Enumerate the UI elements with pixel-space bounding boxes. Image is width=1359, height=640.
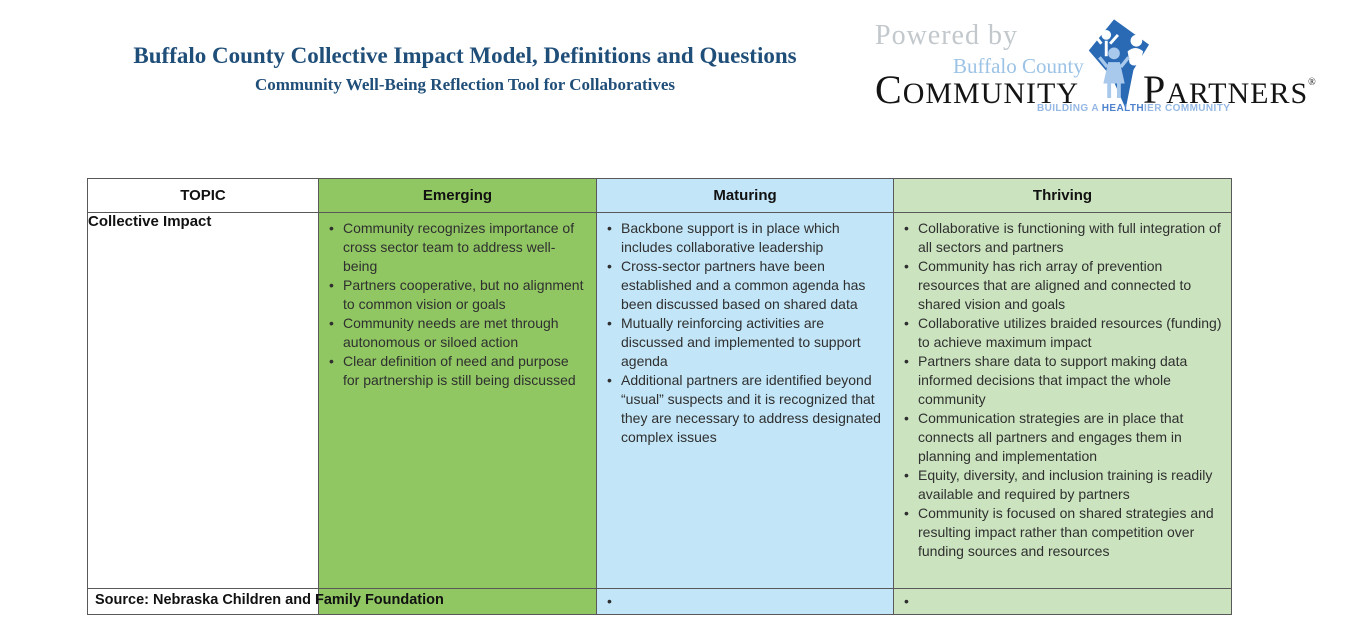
impact-matrix-table: TOPIC Emerging Maturing Thriving Collect… bbox=[87, 178, 1232, 615]
people-diamond-icon bbox=[1088, 19, 1149, 109]
bullet-item: Backbone support is in place which inclu… bbox=[605, 219, 885, 257]
source-label: Source: Nebraska Children and Family Fou… bbox=[95, 592, 444, 608]
bullet-item: Mutually reinforcing activities are disc… bbox=[605, 314, 885, 371]
bullet-item: Cross-sector partners have been establis… bbox=[605, 257, 885, 314]
thriving-footer-cell bbox=[893, 588, 1232, 615]
page-subtitle: Community Well-Being Reflection Tool for… bbox=[254, 74, 676, 94]
topic-label: Collective Impact bbox=[88, 213, 212, 230]
header-row: TOPIC Emerging Maturing Thriving bbox=[87, 178, 1232, 213]
logo-word-partners: PARTNERS® bbox=[1143, 70, 1316, 110]
emerging-bullet-list: Community recognizes importance of cross… bbox=[319, 213, 596, 394]
bullet-item: Equity, diversity, and inclusion trainin… bbox=[902, 466, 1223, 504]
column-header-thriving: Thriving bbox=[893, 178, 1232, 213]
bullet-item: Additional partners are identified beyon… bbox=[605, 371, 885, 447]
bullet-item: Collaborative utilizes braided resources… bbox=[902, 314, 1223, 352]
column-header-maturing: Maturing bbox=[596, 178, 894, 213]
page-title: Buffalo County Collective Impact Model, … bbox=[133, 43, 797, 68]
bullet-item: Collaborative is functioning with full i… bbox=[902, 219, 1223, 257]
logo-word-partners-text: PARTNERS bbox=[1143, 67, 1309, 112]
thriving-cell: Collaborative is functioning with full i… bbox=[893, 212, 1232, 589]
thriving-bullet-list: Collaborative is functioning with full i… bbox=[894, 213, 1231, 565]
source-cell: Source: Nebraska Children and Family Fou… bbox=[87, 588, 444, 615]
topic-cell: Collective Impact bbox=[87, 212, 319, 589]
bullet-item: Partners cooperative, but no alignment t… bbox=[327, 276, 588, 314]
empty-bullet-item bbox=[902, 592, 1223, 611]
emerging-cell: Community recognizes importance of cross… bbox=[318, 212, 597, 589]
column-header-emerging: Emerging bbox=[318, 178, 597, 213]
maturing-bullet-list: Backbone support is in place which inclu… bbox=[597, 213, 893, 451]
logo-word-community: COMMUNITY bbox=[875, 67, 1080, 112]
bullet-item: Clear definition of need and purpose for… bbox=[327, 352, 588, 390]
bullet-item: Partners share data to support making da… bbox=[902, 352, 1223, 409]
registered-mark: ® bbox=[1308, 77, 1316, 88]
tagline-pre: BUILDING A bbox=[1037, 103, 1102, 114]
powered-by-text: Powered by bbox=[875, 20, 1018, 51]
maturing-footer-cell bbox=[596, 588, 894, 615]
table-row-collective-impact: Collective Impact Community recognizes i… bbox=[87, 212, 1232, 589]
column-header-topic: TOPIC bbox=[87, 178, 319, 213]
community-partners-logo: Powered by Buffalo County COMMUNITY PART… bbox=[865, 14, 1355, 120]
empty-bullet-item bbox=[605, 592, 885, 611]
maturing-footer-list bbox=[597, 589, 893, 611]
maturing-cell: Backbone support is in place which inclu… bbox=[596, 212, 894, 589]
thriving-footer-list bbox=[894, 589, 1231, 611]
logo-tagline: BUILDING A HEALTHIER COMMUNITY bbox=[1037, 103, 1230, 114]
buffalo-county-text: Buffalo County bbox=[953, 54, 1084, 78]
bullet-item: Community recognizes importance of cross… bbox=[327, 219, 588, 276]
bullet-item: Community needs are met through autonomo… bbox=[327, 314, 588, 352]
tagline-bold: HEALTH bbox=[1101, 103, 1144, 114]
emerging-footer-cell bbox=[318, 588, 597, 615]
bullet-item: Community is focused on shared strategie… bbox=[902, 504, 1223, 561]
document-header: Buffalo County Collective Impact Model, … bbox=[20, 42, 910, 95]
bullet-item: Communication strategies are in place th… bbox=[902, 409, 1223, 466]
source-row: Source: Nebraska Children and Family Fou… bbox=[87, 588, 1232, 615]
bullet-item: Community has rich array of prevention r… bbox=[902, 257, 1223, 314]
tagline-post: IER COMMUNITY bbox=[1144, 103, 1231, 114]
